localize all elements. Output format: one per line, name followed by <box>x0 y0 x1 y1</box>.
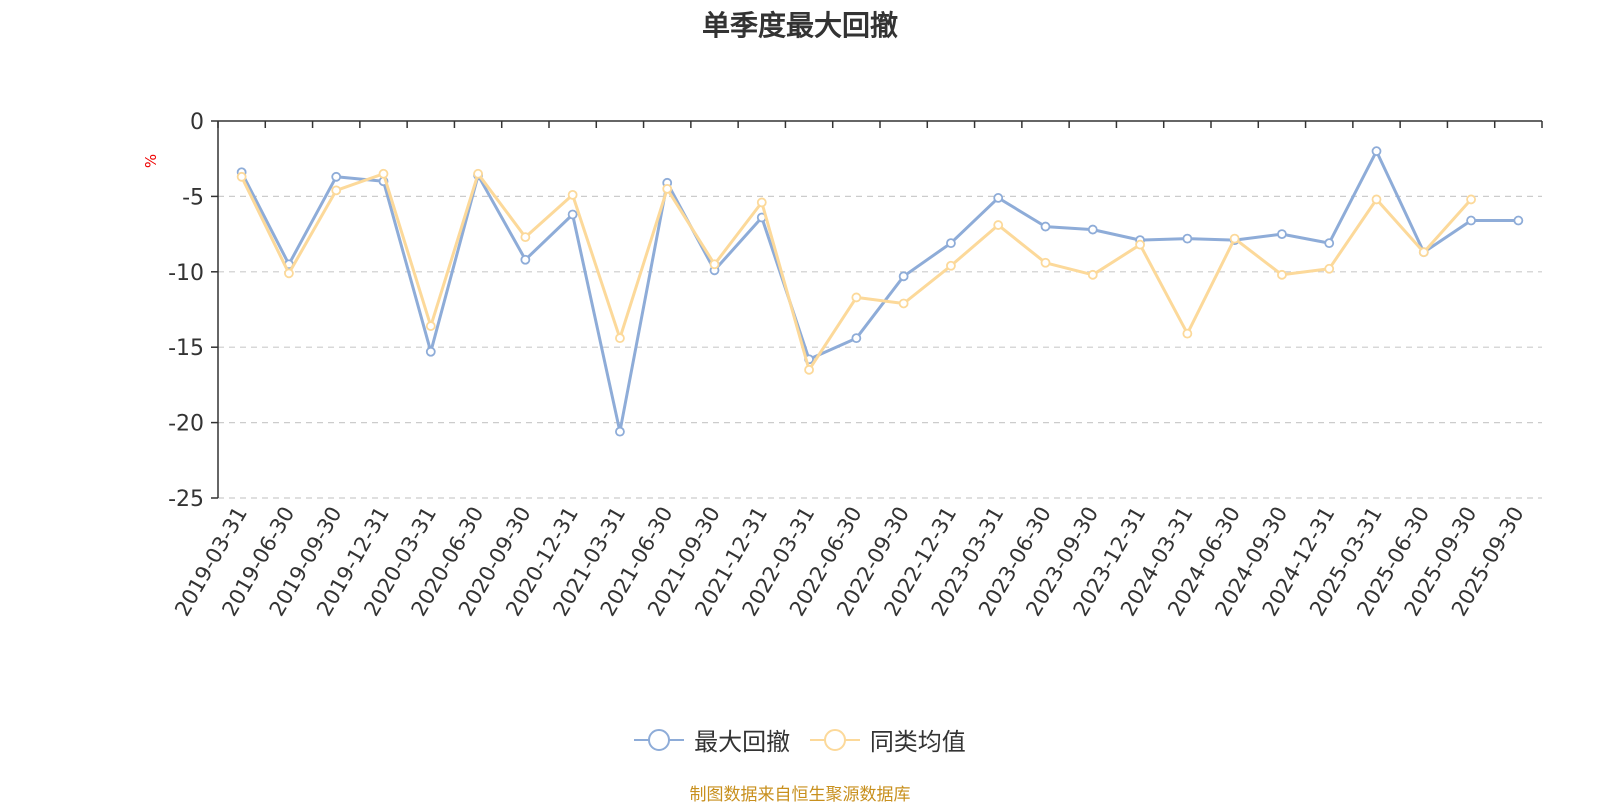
data-point[interactable] <box>473 168 483 179</box>
data-point[interactable] <box>425 346 436 357</box>
y-axis-label: % <box>142 154 160 168</box>
data-point[interactable] <box>331 171 342 182</box>
data-point[interactable] <box>1040 257 1051 268</box>
data-source-note: 制图数据来自恒生聚源数据库 <box>689 785 911 805</box>
data-point[interactable] <box>804 364 814 375</box>
series-lines <box>236 146 1524 437</box>
line-chart: 0-5-10-15-20-25%2019-03-312019-06-302019… <box>142 110 1543 620</box>
data-point[interactable] <box>1087 224 1098 235</box>
data-point[interactable] <box>662 183 673 194</box>
data-point[interactable] <box>1466 215 1476 226</box>
data-point[interactable] <box>1466 194 1476 205</box>
data-point[interactable] <box>993 193 1004 203</box>
data-point[interactable] <box>615 333 625 344</box>
data-point[interactable] <box>898 298 909 309</box>
data-point[interactable] <box>851 292 862 303</box>
data-point[interactable] <box>236 171 247 182</box>
data-point[interactable] <box>284 268 294 279</box>
data-point[interactable] <box>946 260 956 271</box>
data-point[interactable] <box>1135 239 1145 250</box>
y-tick-label: -5 <box>182 185 204 210</box>
legend-item-max-drawdown[interactable]: 最大回撤 <box>634 722 790 757</box>
data-point[interactable] <box>851 333 862 344</box>
data-point[interactable] <box>1324 238 1335 249</box>
data-point[interactable] <box>1229 233 1240 244</box>
series-0 <box>236 146 1524 437</box>
data-point[interactable] <box>946 238 956 249</box>
data-point[interactable] <box>1277 269 1287 280</box>
chart-title: 单季度最大回撤 <box>701 9 898 42</box>
series-1 <box>236 168 1476 375</box>
data-point[interactable] <box>709 259 720 270</box>
data-point[interactable] <box>898 271 909 282</box>
legend-marker-max-drawdown <box>634 728 685 751</box>
legend-item-peer-average[interactable]: 同类均值 <box>809 722 966 757</box>
data-point[interactable] <box>1324 263 1335 274</box>
data-point[interactable] <box>567 189 578 200</box>
data-point[interactable] <box>756 197 767 208</box>
data-point[interactable] <box>615 426 625 437</box>
axes <box>211 120 1543 499</box>
data-point[interactable] <box>1371 146 1382 157</box>
legend-label-max-drawdown: 最大回撤 <box>694 728 791 756</box>
data-point[interactable] <box>1182 233 1193 244</box>
data-point[interactable] <box>993 220 1004 230</box>
data-point[interactable] <box>1513 215 1524 226</box>
data-point[interactable] <box>520 254 531 265</box>
data-point[interactable] <box>1182 328 1193 339</box>
grid-lines <box>218 195 1542 499</box>
y-tick-label: -25 <box>168 487 204 512</box>
y-tick-label: 0 <box>190 110 204 135</box>
data-point[interactable] <box>1040 221 1051 232</box>
legend-marker-peer-average <box>809 728 860 751</box>
data-point[interactable] <box>520 232 531 243</box>
y-tick-label: -15 <box>168 336 204 361</box>
y-tick-label: -10 <box>168 261 204 286</box>
legend-label-peer-average: 同类均值 <box>869 728 966 756</box>
data-point[interactable] <box>1087 269 1098 280</box>
data-point[interactable] <box>1418 247 1429 258</box>
legend: 最大回撤 同类均值 <box>0 722 1600 759</box>
data-point[interactable] <box>1371 194 1382 205</box>
data-point[interactable] <box>1277 229 1287 240</box>
y-tick-label: -20 <box>168 412 204 437</box>
data-point[interactable] <box>331 185 342 196</box>
data-point[interactable] <box>567 209 578 220</box>
series-line <box>240 149 1519 434</box>
data-point[interactable] <box>425 321 436 331</box>
data-point[interactable] <box>378 168 389 179</box>
